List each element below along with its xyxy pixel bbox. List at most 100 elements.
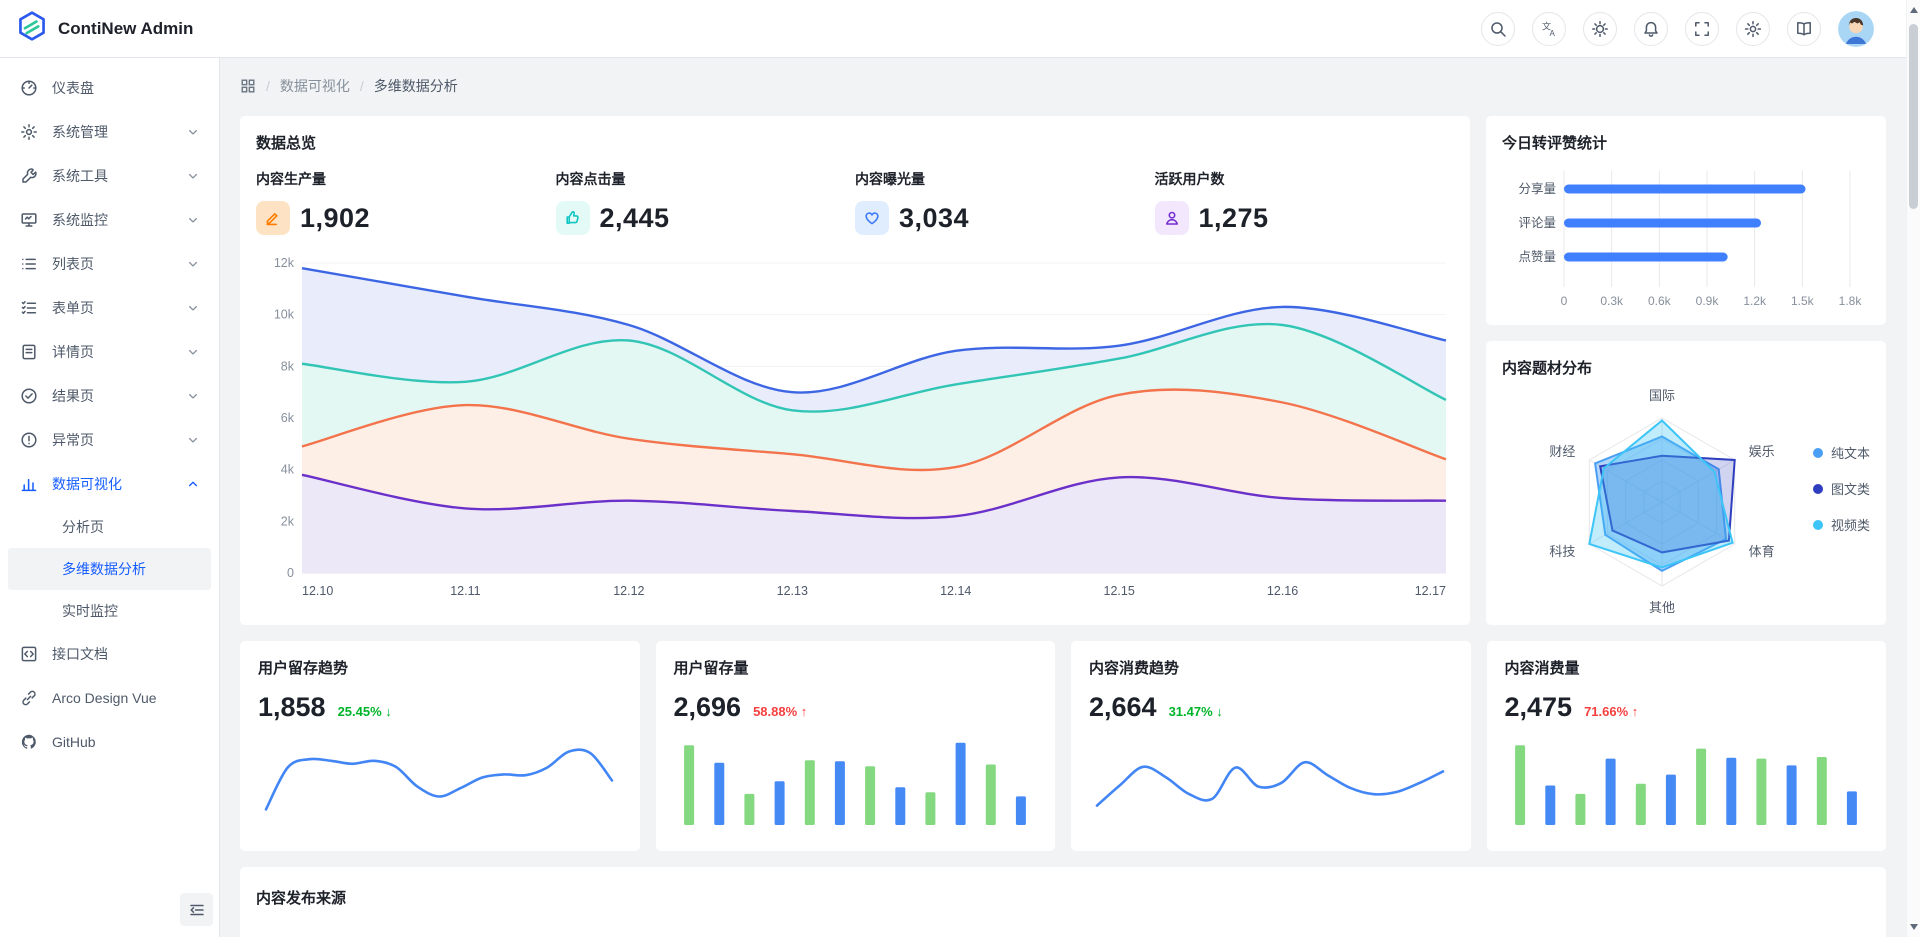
breadcrumb-separator: / (266, 77, 270, 94)
search-icon[interactable] (1481, 11, 1515, 46)
apps-icon[interactable] (240, 78, 256, 94)
legend-item-2[interactable]: 视频类 (1812, 515, 1870, 534)
bottom-card-title: 内容发布来源 (256, 890, 347, 907)
radar-legend: 纯文本 图文类 视频类 (1812, 443, 1870, 534)
svg-text:分享量: 分享量 (1518, 181, 1556, 196)
mini-card-title: 用户留存量 (673, 660, 749, 677)
radar-card-title: 内容题材分布 (1502, 360, 1593, 377)
mini-card-change: 31.47% ↓ (1168, 704, 1223, 719)
thumb-up-icon (555, 201, 590, 235)
mini-card-value: 2,475 (1504, 692, 1573, 722)
sidebar-item-6[interactable]: 详情页 (0, 330, 219, 374)
svg-text:0.9k: 0.9k (1696, 294, 1720, 308)
legend-item-1[interactable]: 图文类 (1812, 479, 1870, 498)
mini-card-value: 2,664 (1089, 692, 1157, 722)
sidebar-subitem-9-2[interactable]: 实时监控 (62, 603, 118, 619)
content-consumption-volume-card: 内容消费量 2,475 71.66% ↑ (1486, 641, 1886, 851)
svg-text:12.15: 12.15 (1104, 584, 1135, 598)
dashboard-icon (20, 79, 38, 97)
scroll-down-arrow[interactable] (1910, 924, 1918, 930)
data-overview-card: 数据总览 内容生产量 1,902 内容点击量 2,445 内容曝光量 3,034… (240, 116, 1470, 625)
fullscreen-icon[interactable] (1685, 11, 1719, 46)
sidebar-item-4[interactable]: 列表页 (0, 242, 219, 286)
heart-icon (855, 201, 889, 235)
svg-text:10k: 10k (274, 308, 295, 322)
chevron-down-icon (185, 300, 201, 316)
svg-text:6k: 6k (281, 411, 295, 425)
today-bar-chart[interactable]: 0 0.3k 0.6k 0.9k 1.2k 1.5k 1.8k 分享量 评论量 点赞量 (1502, 161, 1870, 324)
svg-text:文: 文 (1542, 20, 1551, 31)
legend-dot (1812, 519, 1823, 530)
svg-text:12.14: 12.14 (940, 584, 971, 598)
collapse-sidebar-button[interactable] (180, 893, 213, 926)
menu-fold-icon (189, 904, 204, 915)
detail-icon (20, 343, 38, 361)
overview-area-chart[interactable]: 0 2k 4k 6k 8k 10k 12k 12.10 12.11 12.12 12.13 12.14… (256, 249, 1454, 610)
svg-text:A: A (1550, 29, 1556, 38)
overview-stats-row: 内容生产量 1,902 内容点击量 2,445 内容曝光量 3,034 活跃用户… (256, 169, 1454, 235)
svg-text:0.3k: 0.3k (1600, 294, 1624, 308)
topic-radar-chart[interactable]: 国际 娱乐 体育 其他 科技 财经 (1502, 380, 1870, 625)
chevron-up-icon (185, 476, 201, 492)
chevron-down-icon (185, 256, 201, 272)
app-logo[interactable]: ContiNew Admin (0, 10, 193, 47)
svg-text:2k: 2k (281, 514, 295, 528)
overview-card-title: 数据总览 (256, 135, 317, 152)
sidebar-subitem-9-0[interactable]: 分析页 (62, 519, 104, 535)
retention-trend-sparkline[interactable] (258, 733, 622, 830)
sidebar-item-2[interactable]: 系统工具 (0, 154, 219, 198)
theme-light-icon[interactable] (1583, 11, 1617, 46)
stat-0: 内容生产量 1,902 (256, 169, 556, 235)
svg-text:12.17: 12.17 (1415, 584, 1446, 598)
svg-text:财经: 财经 (1549, 444, 1575, 459)
stat-3: 活跃用户数 1,275 (1154, 169, 1455, 235)
sidebar-item-7[interactable]: 结果页 (0, 374, 219, 418)
page-scrollbar[interactable] (1906, 0, 1920, 937)
svg-text:1.5k: 1.5k (1791, 294, 1815, 308)
chevron-down-icon (185, 388, 201, 404)
sidebar-item-12[interactable]: GitHub (0, 720, 219, 764)
sidebar-item-0[interactable]: 仪表盘 (0, 66, 219, 110)
scrollbar-thumb[interactable] (1909, 24, 1918, 209)
sidebar-item-8[interactable]: 异常页 (0, 418, 219, 462)
chevron-down-icon (185, 124, 201, 140)
scroll-up-arrow[interactable] (1910, 7, 1918, 13)
mini-card-title: 内容消费趋势 (1089, 660, 1180, 677)
today-interactions-card: 今日转评赞统计 0 0.3k 0.6k 0.9k 1.2k 1.5k 1.8k 分享量 评论量点… (1486, 116, 1886, 325)
sidebar-item-10[interactable]: 接口文档 (0, 632, 219, 676)
result-icon (20, 387, 38, 405)
svg-text:其他: 其他 (1649, 600, 1675, 615)
svg-text:12.16: 12.16 (1267, 584, 1298, 598)
svg-text:国际: 国际 (1649, 388, 1675, 403)
sidebar-item-1[interactable]: 系统管理 (0, 110, 219, 154)
content-publish-source-card: 内容发布来源 (240, 867, 1886, 937)
retention-volume-bars[interactable] (674, 733, 1038, 830)
svg-text:0.6k: 0.6k (1648, 294, 1672, 308)
svg-text:0: 0 (1561, 294, 1568, 308)
sidebar-item-5[interactable]: 表单页 (0, 286, 219, 330)
docs-icon[interactable] (1787, 11, 1821, 46)
github-icon (20, 733, 38, 751)
sidebar-subitem-9-1[interactable]: 多维数据分析 (8, 548, 211, 590)
logo-icon (16, 10, 48, 47)
notification-icon[interactable] (1634, 11, 1668, 46)
settings-icon[interactable] (1736, 11, 1770, 46)
today-card-title: 今日转评赞统计 (1502, 135, 1608, 152)
svg-text:12.10: 12.10 (302, 584, 333, 598)
monitor-icon (20, 211, 38, 229)
sidebar-item-9[interactable]: 数据可视化 (0, 462, 219, 506)
svg-text:12.12: 12.12 (613, 584, 644, 598)
breadcrumb-item-visualization[interactable]: 数据可视化 (279, 77, 350, 94)
consumption-trend-sparkline[interactable] (1089, 733, 1453, 830)
consumption-volume-bars[interactable] (1505, 733, 1869, 830)
user-avatar[interactable] (1838, 10, 1874, 47)
stat-1: 内容点击量 2,445 (555, 169, 856, 235)
sidebar-item-3[interactable]: 系统监控 (0, 198, 219, 242)
breadcrumb-separator: / (359, 77, 364, 94)
chevron-down-icon (185, 168, 201, 184)
sidebar-item-11[interactable]: Arco Design Vue (0, 676, 219, 720)
user-retention-trend-card: 用户留存趋势 1,858 25.45% ↓ (240, 641, 640, 851)
user-retention-volume-card: 用户留存量 2,696 58.88% ↑ (655, 641, 1055, 851)
legend-item-0[interactable]: 纯文本 (1812, 443, 1870, 462)
